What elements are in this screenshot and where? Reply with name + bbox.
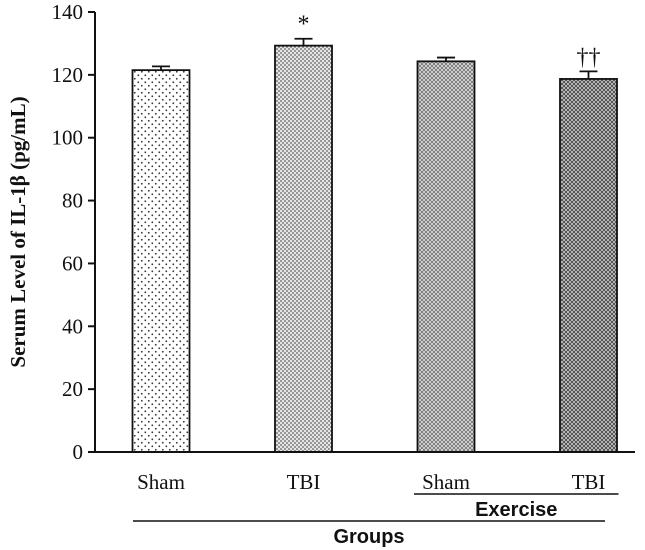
error-bars: [152, 37, 598, 79]
bar: [416, 60, 476, 453]
bar: [274, 44, 333, 453]
y-tick-label: 80: [62, 189, 83, 213]
category-label: Sham: [422, 470, 470, 494]
significance-mark: ††: [577, 44, 601, 70]
y-axis-ticks: 0 20 40 60 80 100 120 140: [52, 0, 95, 464]
x-axis-label: Groups: [333, 526, 404, 548]
y-tick-label: 140: [52, 0, 84, 24]
category-label: Sham: [137, 470, 185, 494]
bars: [131, 44, 618, 453]
y-axis-label: Serum Level of IL-1β (pg/mL): [6, 96, 30, 367]
bar: [131, 69, 191, 453]
y-tick-label: 100: [52, 126, 84, 150]
subgroup-label: Exercise: [475, 499, 557, 521]
category-label: TBI: [287, 470, 321, 494]
significance-annotations: * ††: [298, 12, 601, 71]
y-tick-label: 0: [73, 440, 84, 464]
y-tick-label: 60: [62, 251, 83, 275]
category-label: TBI: [572, 470, 606, 494]
category-labels: Sham TBI Sham TBI: [137, 470, 605, 494]
y-tick-label: 40: [62, 314, 83, 338]
significance-mark: *: [298, 12, 310, 38]
bar: [559, 78, 618, 453]
y-tick-label: 20: [62, 377, 83, 401]
y-tick-label: 120: [52, 63, 84, 87]
